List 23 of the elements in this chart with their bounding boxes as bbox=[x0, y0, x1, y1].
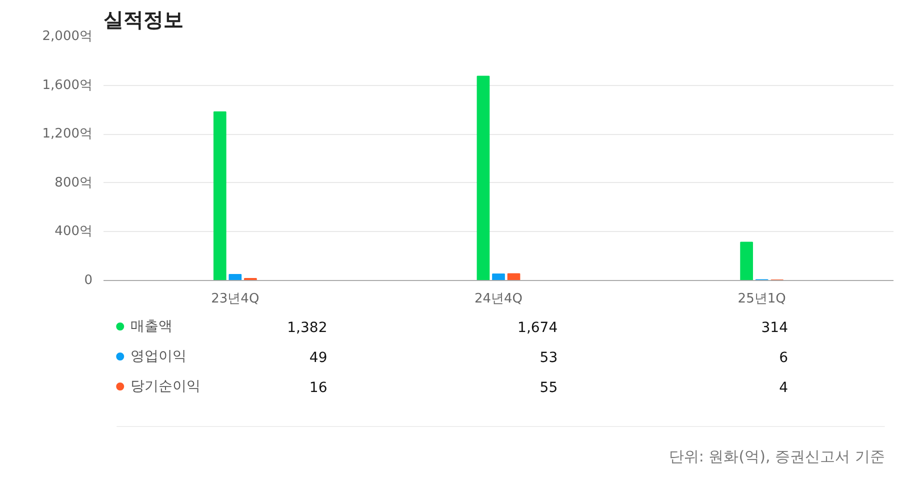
y-tick-label: 1,200억 bbox=[42, 126, 92, 142]
data-label: 16 bbox=[309, 380, 328, 396]
data-label: 53 bbox=[540, 350, 558, 366]
legend-label: 매출액 bbox=[130, 318, 173, 334]
chart-title: 실적정보 bbox=[104, 8, 184, 32]
legend-label: 영업이익 bbox=[130, 348, 187, 364]
text: 단위: 원화(억), 증권신고서 기준 bbox=[668, 448, 885, 466]
x-tick-label: 25년1Q bbox=[738, 292, 786, 306]
data-label: 314 bbox=[761, 320, 788, 336]
data-label: 1,674 bbox=[518, 320, 558, 336]
x-tick-label: 24년4Q bbox=[474, 292, 523, 306]
x-tick-label: 23년4Q bbox=[211, 292, 260, 306]
data-label: 55 bbox=[540, 380, 558, 396]
y-tick-label: 2,000억 bbox=[42, 29, 92, 44]
y-tick-label: 400억 bbox=[54, 224, 93, 240]
y-tick-label: 800억 bbox=[54, 175, 93, 190]
data-label: 4 bbox=[779, 380, 788, 396]
data-label: 1,382 bbox=[287, 320, 328, 336]
y-tick-label: 0 bbox=[84, 273, 93, 288]
legend-label: 당기순이익 bbox=[130, 378, 201, 394]
y-tick-label: 1,600억 bbox=[42, 78, 92, 93]
data-label: 6 bbox=[779, 350, 788, 366]
data-label: 49 bbox=[309, 350, 328, 366]
